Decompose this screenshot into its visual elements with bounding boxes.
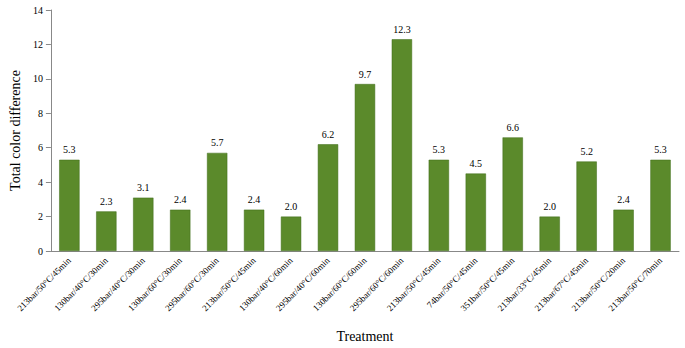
svg-text:5.3: 5.3: [433, 144, 446, 155]
svg-text:2.4: 2.4: [174, 194, 187, 205]
svg-text:130bar/60°C/60min: 130bar/60°C/60min: [310, 255, 369, 314]
svg-text:12.3: 12.3: [393, 24, 411, 35]
svg-text:5.3: 5.3: [654, 144, 667, 155]
svg-text:5.7: 5.7: [211, 137, 224, 148]
svg-text:Treatment: Treatment: [336, 329, 393, 344]
svg-text:295bar/60°C/30min: 295bar/60°C/30min: [163, 255, 221, 314]
svg-text:5.3: 5.3: [63, 144, 76, 155]
svg-text:295bar/40°C/30min: 295bar/40°C/30min: [89, 255, 147, 314]
svg-text:4.5: 4.5: [470, 158, 483, 169]
svg-text:295bar/40°C/60min: 295bar/40°C/60min: [273, 255, 332, 314]
svg-text:130bar/40°C/30min: 130bar/40°C/30min: [52, 255, 110, 314]
svg-text:3.1: 3.1: [137, 182, 150, 193]
svg-text:213bar/50°C/45min: 213bar/50°C/45min: [15, 255, 73, 314]
svg-text:6: 6: [38, 142, 43, 153]
svg-text:2.0: 2.0: [543, 201, 556, 212]
svg-text:213bar/50°C/70min: 213bar/50°C/70min: [606, 255, 664, 313]
svg-text:6.2: 6.2: [322, 129, 335, 140]
svg-text:9.7: 9.7: [359, 69, 372, 80]
svg-text:14: 14: [33, 5, 43, 16]
svg-text:12: 12: [33, 39, 43, 50]
svg-text:295bar/60°C/60min: 295bar/60°C/60min: [347, 255, 406, 314]
svg-text:10: 10: [33, 73, 43, 84]
svg-text:2.4: 2.4: [617, 194, 630, 205]
svg-text:2: 2: [38, 211, 43, 222]
svg-text:Total color difference: Total color difference: [8, 70, 23, 191]
svg-text:4: 4: [38, 177, 43, 188]
svg-text:130bar/40°C/60min: 130bar/40°C/60min: [237, 255, 295, 314]
svg-text:0: 0: [38, 246, 43, 257]
svg-text:2.3: 2.3: [100, 196, 113, 207]
svg-text:2.0: 2.0: [285, 201, 298, 212]
svg-text:213bar/33°C/45min: 213bar/33°C/45min: [495, 255, 554, 314]
svg-text:8: 8: [38, 108, 43, 119]
svg-text:213bar/50°C/45min: 213bar/50°C/45min: [384, 255, 443, 314]
svg-text:351bar/50°C/45min: 351bar/50°C/45min: [458, 255, 517, 314]
svg-text:213bar/50°C/45min: 213bar/50°C/45min: [200, 255, 258, 314]
svg-text:213bar/50°C/20min: 213bar/50°C/20min: [569, 255, 628, 314]
svg-text:74bar/50°C/45min: 74bar/50°C/45min: [424, 255, 480, 310]
svg-text:213bar/67°C/45min: 213bar/67°C/45min: [532, 255, 591, 314]
svg-text:6.6: 6.6: [506, 122, 519, 133]
svg-text:130bar/60°C/30min: 130bar/60°C/30min: [126, 255, 184, 314]
svg-text:2.4: 2.4: [248, 194, 261, 205]
svg-text:5.2: 5.2: [580, 146, 593, 157]
